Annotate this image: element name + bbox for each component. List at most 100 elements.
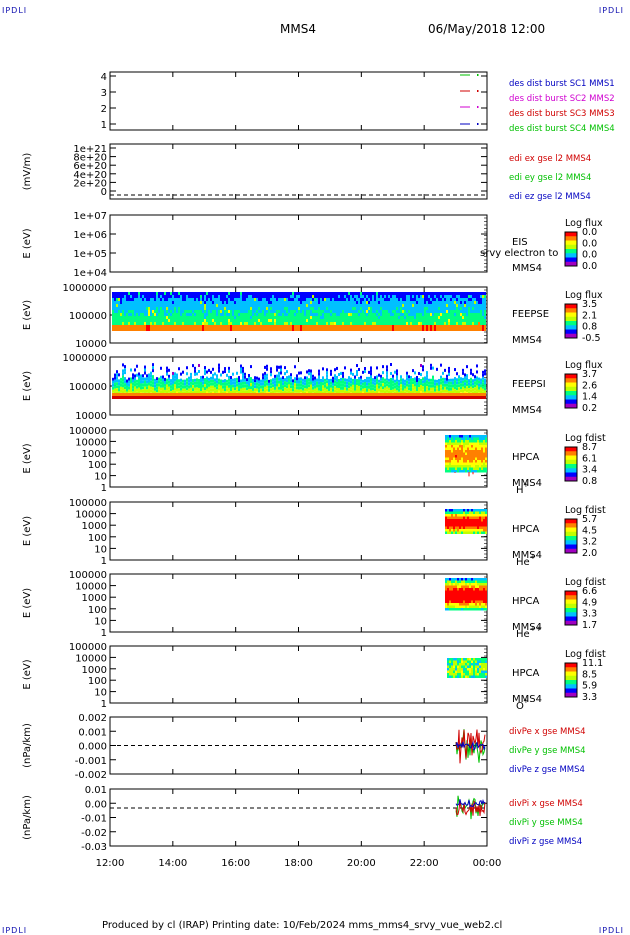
spectrogram-cell [130,396,132,399]
spectrogram-cell [116,322,118,325]
spectrogram-cell [200,385,202,388]
burst-marker [477,90,479,92]
spectrogram-cell [410,376,412,379]
spectrogram-cell [408,307,410,310]
spectrogram-cell [426,316,428,319]
spectrogram-cell [294,304,296,307]
spectrogram-cell [446,292,448,295]
spectrogram-cell [414,322,416,325]
spectrogram-cell [457,458,459,461]
spectrogram-cell [306,393,308,396]
spectrogram-cell [154,322,156,325]
spectrogram-cell [378,313,380,316]
spectrogram-cell [170,393,172,396]
colorbar-segment [565,612,577,617]
spectrogram-cell [144,298,146,301]
spectrogram-cell [328,396,330,399]
spectrogram-cell [312,396,314,399]
spectrogram-cell [386,393,388,396]
spectrogram-cell [336,385,338,388]
spectrogram-cell [322,382,324,385]
spectrogram-cell [222,383,224,386]
spectrogram-cell [350,372,352,375]
spectrogram-cell [328,393,330,396]
spectrogram-cell [408,325,410,331]
spectrogram-cell [240,307,242,310]
spectrogram-cell [178,310,180,313]
spectrogram-cell [472,316,474,319]
spectrogram-cell [406,307,408,310]
spectrogram-cell [434,292,436,295]
spectrogram-cell [430,385,432,388]
spectrogram-cell [180,325,182,331]
y-tick-label: 0.002 [78,713,107,724]
spectrogram-cell [440,322,442,325]
spectrogram-cell [404,298,406,301]
spectrogram-cell [457,465,459,468]
spectrogram-cell [370,325,372,331]
spectrogram-cell [126,316,128,319]
spectrogram-cell [416,304,418,307]
spectrogram-cell [402,298,404,301]
spectrogram-cell [160,307,162,310]
spectrogram-cell [252,396,254,399]
spectrogram-cell [426,298,428,301]
spectrogram-cell [448,304,450,307]
spectrogram-cell [342,295,344,298]
spectrogram-cell [356,292,358,295]
spectrogram-cell [212,325,214,331]
spectrogram-cell [172,295,174,298]
spectrogram-cell [306,396,308,399]
spectrogram-cell [400,319,402,322]
spectrogram-cell [320,313,322,316]
spectrogram-cell [342,292,344,295]
spectrogram-cell [468,316,470,319]
spectrogram-cell [222,380,224,383]
spectrogram-cell [446,375,448,378]
spectrogram-cell [378,325,380,331]
y-tick-label: 1 [101,699,107,710]
spectrogram-cell [182,325,184,331]
spectrogram-cell [374,396,376,399]
spectrogram-cell [204,295,206,298]
spectrogram-cell [226,304,228,307]
spectrogram-cell [256,389,258,392]
spectrogram-cell [316,379,318,382]
spectrogram-cell [364,325,366,331]
spectrogram-cell [310,385,312,388]
spectrogram-cell [445,435,447,438]
spectrogram-cell [456,381,458,384]
spectrogram-cell [208,292,210,295]
spectrogram-cell [360,292,362,295]
spectrogram-cell [278,372,280,375]
spectrogram-cell [412,384,414,387]
spectrogram-cell [240,301,242,304]
spectrogram-cell [186,396,188,399]
spectrogram-cell [394,313,396,316]
spectrogram-cell [180,373,182,376]
spectrogram-cell [350,387,352,390]
spectrogram-cell [266,292,268,295]
spectrogram-cell [208,369,210,372]
spectrogram-cell [132,313,134,316]
spectrogram-cell [300,319,302,322]
spectrogram-cell [196,378,198,381]
spectrogram-cell [122,298,124,301]
spectrogram-cell [440,298,442,301]
spectrogram-cell [344,307,346,310]
spectrogram-cell [326,307,328,310]
spectrogram-cell [288,387,290,390]
spectrogram-cell [204,307,206,310]
spectrogram-cell [424,393,426,396]
spectrogram-cell [158,298,160,301]
spectrogram-cell [474,381,476,384]
spectrogram-cell [382,325,384,331]
spectrogram-cell [336,307,338,310]
spectrogram-cell [472,393,474,396]
spectrogram-cell [322,385,324,388]
spectrogram-cell [320,396,322,399]
y-tick-label: 100000 [69,382,107,393]
spectrogram-cell [464,310,466,313]
spectrogram-cell [150,384,152,387]
spectrogram-cell [266,393,268,396]
